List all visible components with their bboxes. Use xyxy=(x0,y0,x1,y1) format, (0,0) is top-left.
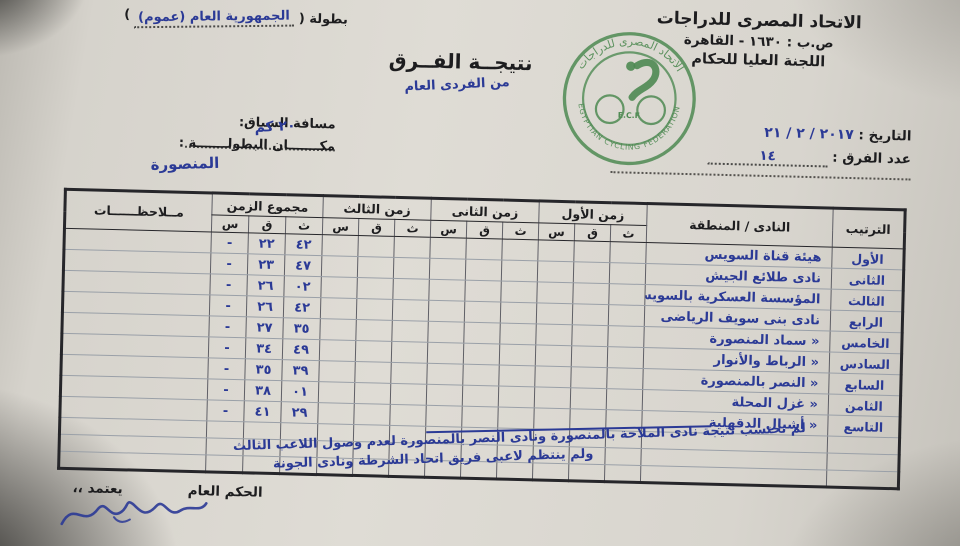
total-seconds-cell: ٣٩ xyxy=(281,359,320,382)
time2-minutes-header: ق xyxy=(466,221,503,240)
signature-scribble-icon xyxy=(60,501,208,526)
time3-seconds-header: ث xyxy=(394,219,431,238)
logo-initials: E.C.F xyxy=(618,111,640,121)
team-count-value: ١٤ xyxy=(759,147,777,165)
rank-cell: الأول xyxy=(831,247,905,270)
time3-group-header: زمن الثالث xyxy=(322,195,432,221)
cyclist-icon xyxy=(594,58,667,126)
rank-cell: الرابع xyxy=(830,310,903,333)
total-hours-cell: - xyxy=(208,336,246,359)
total-minutes-header: ق xyxy=(248,215,286,234)
team-count-label: عدد الفرق : xyxy=(832,149,912,168)
time1-hours-header: س xyxy=(538,222,575,241)
time1-minutes-header: ق xyxy=(574,223,611,242)
total-minutes-cell: ٣٨ xyxy=(244,379,282,402)
rank-cell: الثالث xyxy=(830,289,904,312)
team-count-dotted-line: ١٤ xyxy=(707,147,828,167)
time1-seconds-header: ث xyxy=(610,224,647,243)
cycling-federation-seal-icon: الاتحاد المصرى للدراجات EGYPTIAN CYCLING… xyxy=(562,32,696,166)
total-time-group-header: مجموع الزمن xyxy=(211,192,324,218)
total-seconds-cell: ٠١ xyxy=(281,380,319,403)
time2-hours-header: س xyxy=(430,220,467,239)
rank-cell: الخامس xyxy=(829,331,903,354)
date-value: ٢٠١٧ / ٢ / ٢١ xyxy=(764,124,855,144)
time3-hours-header: س xyxy=(322,217,359,236)
general-referee-signature xyxy=(53,490,214,544)
rank-cell: السادس xyxy=(829,352,902,375)
page-title: نتيجــة الفــرق xyxy=(388,47,533,76)
total-hours-cell: - xyxy=(209,273,248,296)
total-seconds-cell: ٤٢ xyxy=(284,233,323,256)
rank-cell: التاسع xyxy=(827,415,901,438)
total-hours-cell: - xyxy=(210,231,249,254)
total-seconds-cell: ٢٩ xyxy=(280,401,319,424)
total-minutes-cell: ٢٦ xyxy=(246,295,284,318)
time1-group-header: زمن الأول xyxy=(538,200,648,226)
total-minutes-cell: ٢٦ xyxy=(246,274,285,297)
total-minutes-cell: ٤١ xyxy=(243,400,282,423)
date-label: التاريخ : xyxy=(858,127,912,145)
championship-line: بطولة ( الجمهورية العام (عموم) ) xyxy=(124,7,394,32)
total-minutes-cell: ٣٤ xyxy=(245,337,283,360)
total-minutes-cell: ٢٣ xyxy=(247,253,285,276)
total-hours-cell: - xyxy=(207,378,245,401)
total-hours-cell: - xyxy=(210,252,248,275)
total-seconds-cell: ٤٧ xyxy=(284,254,322,277)
time2-seconds-header: ث xyxy=(502,222,539,240)
total-hours-cell: - xyxy=(208,315,247,338)
title-handwritten-annotation: من الفردى العام xyxy=(404,75,511,95)
championship-location-value: المنصورة xyxy=(150,153,220,174)
notes-header: مــلاحظــــــات xyxy=(64,189,213,232)
rank-header: الترتيب xyxy=(832,208,906,249)
total-hours-cell: - xyxy=(207,357,246,380)
total-seconds-header: ث xyxy=(285,216,323,235)
rank-cell: الثامن xyxy=(828,394,901,417)
total-minutes-cell: ٣٥ xyxy=(244,358,283,381)
total-seconds-cell: ٤٩ xyxy=(282,338,320,361)
rank-cell: الثانى xyxy=(831,268,904,291)
total-seconds-cell: ٠٢ xyxy=(283,275,322,298)
championship-handwritten: الجمهورية العام (عموم) xyxy=(134,8,295,29)
total-hours-cell: - xyxy=(206,399,245,422)
total-seconds-cell: ٤٢ xyxy=(283,296,321,319)
club-header: النادى / المنطقة xyxy=(646,203,834,248)
rank-cell: السابع xyxy=(828,373,902,396)
time2-group-header: زمن الثانى xyxy=(430,198,540,223)
time3-minutes-header: ق xyxy=(358,218,395,237)
total-minutes-cell: ٢٢ xyxy=(247,232,286,255)
total-hours-cell: - xyxy=(209,294,247,317)
championship-prefix: بطولة ( xyxy=(298,11,348,28)
total-hours-header: س xyxy=(211,214,249,233)
total-minutes-cell: ٢٧ xyxy=(245,316,284,339)
race-distance-value: ٢٠ كم xyxy=(254,118,296,136)
championship-location-label: مكـــــــان البطولـــــــة : xyxy=(178,135,336,155)
championship-suffix: ) xyxy=(124,7,131,23)
federation-logo: الاتحاد المصرى للدراجات EGYPTIAN CYCLING… xyxy=(559,28,700,173)
total-seconds-cell: ٣٥ xyxy=(282,317,321,340)
dotted-rule xyxy=(610,171,911,181)
